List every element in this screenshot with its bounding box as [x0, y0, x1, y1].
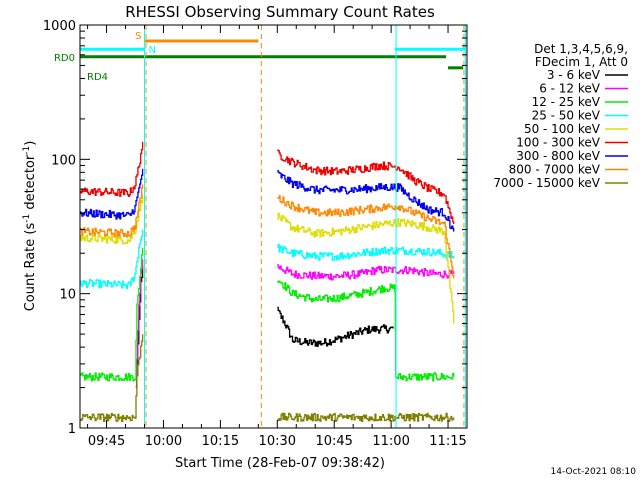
legend-header-line1: Det 1,3,4,5,6,9,	[534, 42, 628, 56]
legend-label-6-12-kev: 6 - 12 keV	[539, 82, 601, 96]
x-tick-label-10-15: 10:15	[202, 434, 239, 449]
series-3-6-kev	[135, 266, 394, 387]
series-line-6-12-kev-1	[277, 264, 455, 281]
series-50-100-kev	[80, 194, 455, 324]
legend: Det 1,3,4,5,6,9, FDecim 1, Att 0 3 - 6 k…	[493, 42, 628, 190]
series-25-50-kev	[80, 229, 455, 289]
series-line-800-7000-kev-0	[80, 184, 144, 238]
series-line-7000-15000-kev-0	[80, 334, 144, 422]
series-line-3-6-kev-1	[277, 306, 394, 347]
y-axis-label-sup2: -1	[22, 146, 32, 155]
x-axis-ticks: 09:45 10:00 10:15 10:30 10:45 11:00 11:15	[87, 25, 468, 449]
y-axis-label-part3: )	[23, 141, 38, 146]
marker-lines	[144, 25, 466, 428]
series-line-300-800-kev-1	[277, 169, 455, 232]
footer-date: 14-Oct-2021 08:10	[551, 467, 637, 477]
legend-label-100-300-kev: 100 - 300 keV	[516, 136, 600, 150]
series-line-100-300-kev-1	[277, 149, 455, 224]
x-tick-label-10-00: 10:00	[145, 434, 182, 449]
series-lines	[80, 141, 455, 423]
state-bar-label-n-1: N	[149, 45, 156, 56]
series-300-800-kev	[80, 168, 455, 232]
plot-frame	[79, 24, 468, 429]
series-line-800-7000-kev-1	[277, 195, 455, 279]
legend-label-7000-15000-kev: 7000 - 15000 keV	[493, 176, 600, 190]
legend-label-25-50-kev: 25 - 50 keV	[532, 109, 601, 123]
series-line-300-800-kev-0	[80, 168, 144, 220]
legend-header-line2: FDecim 1, Att 0	[535, 55, 628, 69]
y-axis-label-sup1: -1	[22, 214, 32, 223]
x-tick-label-09-45: 09:45	[88, 434, 125, 449]
y-axis-label: Count Rate (s-1 detector-1)	[22, 141, 38, 312]
series-line-25-50-kev-1	[277, 243, 455, 261]
state-bars: SN RD0 RD4	[54, 31, 466, 83]
state-bar-label-rd4-4: RD4	[87, 72, 108, 83]
y-tick-label-10: 10	[59, 288, 76, 303]
chart-title: RHESSI Observing Summary Count Rates	[125, 3, 435, 21]
state-bar-label-s-0: S	[135, 31, 141, 42]
series-line-12-25-kev-1	[277, 280, 455, 382]
x-tick-label-10-30: 10:30	[259, 434, 296, 449]
y-axis-label-part2: detector	[23, 154, 38, 214]
series-6-12-kev	[135, 259, 455, 389]
series-line-7000-15000-kev-1	[277, 412, 455, 423]
legend-label-12-25-kev: 12 - 25 keV	[532, 95, 601, 109]
series-12-25-kev	[80, 247, 455, 382]
y-tick-label-1000: 1000	[43, 19, 76, 34]
series-800-7000-kev	[80, 184, 455, 279]
legend-label-300-800-kev: 300 - 800 keV	[516, 149, 600, 163]
legend-label-50-100-kev: 50 - 100 keV	[524, 122, 601, 136]
y-tick-label-100: 100	[51, 153, 76, 168]
x-tick-label-11-15: 11:15	[429, 434, 466, 449]
series-line-12-25-kev-0	[80, 247, 144, 382]
series-line-50-100-kev-0	[80, 194, 144, 245]
series-line-50-100-kev-1	[277, 212, 455, 324]
y-axis-label-part1: Count Rate (s	[23, 223, 38, 312]
y-axis-ticks: 1 10 100 1000	[43, 19, 467, 437]
y-tick-label-1: 1	[68, 422, 76, 437]
series-100-300-kev	[80, 141, 455, 224]
x-tick-label-10-45: 10:45	[315, 434, 352, 449]
x-tick-label-11-00: 11:00	[372, 434, 409, 449]
legend-label-3-6-kev: 3 - 6 keV	[547, 68, 601, 82]
legend-label-800-7000-kev: 800 - 7000 keV	[509, 163, 601, 177]
x-axis-label: Start Time (28-Feb-07 09:38:42)	[175, 456, 385, 471]
state-bar-label-rd0-3: RD0	[54, 53, 75, 64]
series-7000-15000-kev	[80, 334, 455, 423]
series-line-6-12-kev-0	[135, 259, 144, 389]
series-line-25-50-kev-0	[80, 229, 144, 289]
series-line-100-300-kev-0	[80, 141, 144, 198]
